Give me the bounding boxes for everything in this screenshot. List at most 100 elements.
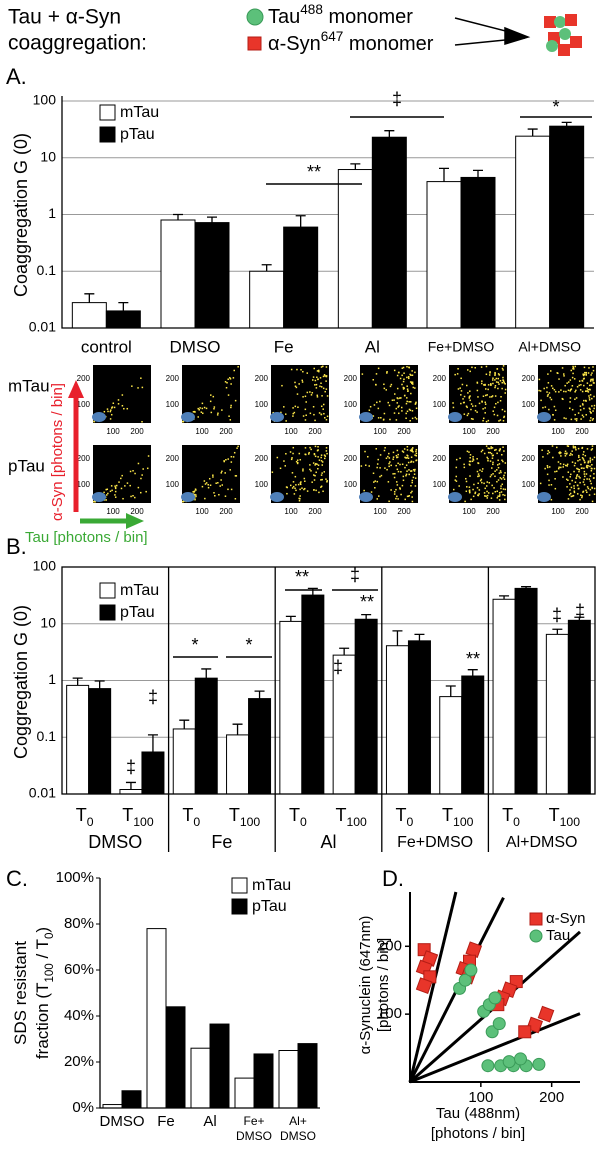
thumbnail-dot: [401, 367, 404, 369]
thumbnail-dot: [582, 458, 585, 460]
point: [537, 1005, 555, 1023]
thumbnail-dot: [405, 402, 408, 405]
thumbnail-dot: [502, 460, 504, 463]
thumbnail-dot: [574, 418, 576, 420]
thumbnail-dot: [558, 452, 560, 454]
thumbnail-dot: [502, 476, 505, 479]
thumbnail-dot: [384, 447, 386, 449]
thumbnail-dot: [405, 417, 407, 420]
thumbnail-dot: [315, 489, 317, 492]
significance-mark: ‡: [575, 601, 585, 621]
point: [464, 963, 478, 977]
thumbnail-dot: [195, 494, 197, 496]
bar: [121, 1090, 142, 1109]
thumbnail-dot: [413, 470, 416, 472]
thumbnail-dot: [93, 500, 96, 502]
thumbnail-dot: [491, 467, 493, 469]
significance-mark: **: [307, 162, 321, 182]
thumbnail-dot: [590, 449, 593, 451]
thumbnail-dot: [484, 487, 486, 490]
thumbnail-dot: [494, 470, 496, 472]
thumbnail-dot: [280, 411, 282, 414]
thumbnail-dot: [550, 498, 553, 501]
thumbnail-dot: [562, 463, 565, 466]
thumbnail-dot: [326, 415, 329, 418]
significance-mark: ‡: [552, 605, 562, 625]
thumbnail-dot: [554, 390, 557, 393]
thumb-x-tick: 100: [551, 427, 565, 436]
x-tick-label: T0: [289, 805, 307, 829]
thumbnail-dot: [492, 492, 494, 495]
thumbnail-dot: [392, 456, 395, 458]
thumbnail-dot: [403, 448, 406, 450]
thumbnail-dot: [182, 420, 184, 423]
y-tick-label: 0.1: [37, 262, 57, 278]
thumbnail-dot: [468, 489, 471, 491]
thumbnail-dot: [592, 477, 595, 479]
thumbnail-dot: [378, 495, 380, 497]
thumbnail-dot: [500, 396, 502, 398]
bar: [426, 181, 462, 329]
y-tick-label: 200: [377, 937, 402, 954]
thumbnail-dot: [469, 399, 471, 402]
thumbnail-dot: [295, 489, 297, 492]
thumbnail-dot: [463, 413, 466, 415]
thumbnail-dot: [487, 457, 489, 460]
thumbnail-dot: [320, 485, 323, 488]
thumbnail-dot: [486, 481, 489, 483]
thumbnail-dot: [372, 415, 375, 417]
thumbnail-blob: [92, 412, 106, 422]
thumbnail-dot: [390, 464, 392, 467]
thumbnail-blob: [537, 412, 551, 422]
thumbnail-dot: [588, 478, 591, 480]
thumbnail-dot: [397, 406, 399, 408]
x-tick-label: DMSO: [100, 1113, 145, 1130]
thumbnail-dot: [306, 490, 309, 492]
thumbnail-dot: [501, 367, 504, 370]
thumbnail-dot: [589, 465, 591, 468]
thumbnail-dot: [323, 412, 325, 415]
text-part: T: [289, 805, 300, 825]
thumbnail-dot: [374, 480, 377, 482]
thumbnail-dot: [414, 468, 416, 471]
thumbnail-dot: [406, 495, 409, 498]
thumbnail-dot: [587, 372, 590, 374]
group-label: Fe: [211, 832, 232, 852]
thumbnail-dot: [401, 463, 404, 466]
thumbnail-dot: [538, 378, 541, 381]
thumbnail-dot: [572, 446, 575, 449]
thumbnail-dot: [406, 385, 408, 387]
thumb-y-tick: 100: [344, 480, 358, 489]
thumbnail-dot: [566, 382, 568, 384]
thumbnail-dot: [201, 485, 204, 488]
thumbnail-dot: [465, 405, 468, 408]
thumbnail-dot: [406, 400, 408, 403]
thumbnail-dot: [558, 378, 560, 380]
thumbnail-dot: [485, 365, 488, 368]
point: [518, 1025, 532, 1039]
thumbnail-dot: [503, 415, 506, 418]
thumbnail-dot: [292, 407, 294, 409]
thumbnail-dot: [389, 418, 391, 421]
thumbnail-dot: [229, 469, 231, 471]
thumbnail-dot: [216, 414, 219, 416]
thumbnail-dot: [232, 456, 235, 458]
thumbnail-dot: [486, 456, 488, 459]
thumbnail-dot: [237, 366, 239, 368]
thumbnail-dot: [589, 394, 592, 396]
thumbnail-dot: [474, 491, 477, 494]
thumbnail-dot: [573, 368, 575, 370]
x-tick-label: 200: [539, 1089, 564, 1106]
thumbnail-dot: [415, 450, 417, 453]
aggregate-icon: [544, 14, 582, 56]
thumbnail-dot: [376, 498, 379, 500]
thumbnail-dot: [498, 449, 501, 452]
thumbnail-dot: [490, 474, 493, 476]
thumbnail-dot: [107, 410, 109, 413]
thumbnail-dot: [469, 456, 471, 459]
thumbnail-dot: [283, 460, 285, 462]
thumbnail-dot: [407, 455, 409, 457]
thumbnail-dot: [199, 407, 201, 409]
thumbnail-dot: [590, 374, 592, 376]
thumbnail-dot: [488, 374, 491, 376]
